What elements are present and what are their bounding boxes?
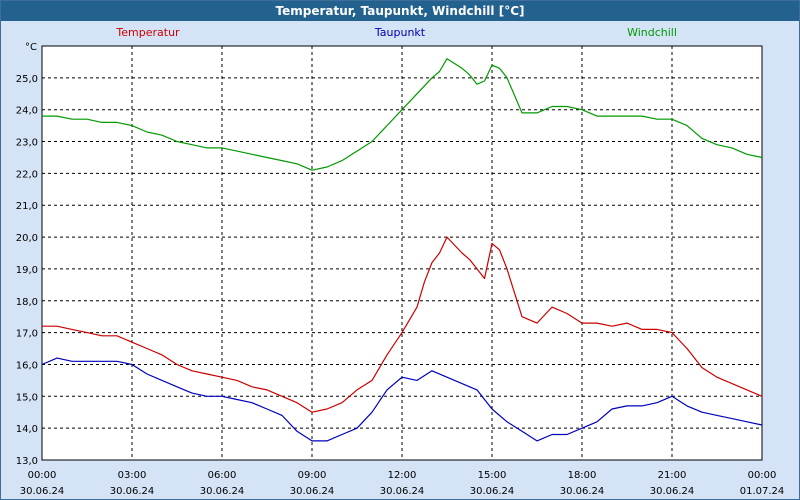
y-tick-label: 14,0 <box>16 424 38 435</box>
x-tick-time-label: 12:00 <box>388 470 417 481</box>
y-tick-label: 15,0 <box>16 392 38 403</box>
x-tick-date-label: 30.06.24 <box>470 486 515 497</box>
series-line-windchill <box>42 58 763 171</box>
y-axis-unit-label: °C <box>25 42 37 53</box>
grid-lines <box>42 46 762 460</box>
legend-taupunkt: Taupunkt <box>374 26 426 39</box>
y-tick-label: 19,0 <box>16 265 38 276</box>
y-tick-label: 16,0 <box>16 360 38 371</box>
series-line-taupunkt <box>41 357 763 442</box>
legend-temperatur: Temperatur <box>115 26 180 39</box>
axis-labels: 13,0 14,0 15,0 16,0 17,0 18,0 19,0 20,0 21,0 22,0… <box>16 74 785 497</box>
x-tick-time-label: 09:00 <box>298 470 327 481</box>
chart-title: Temperatur, Taupunkt, Windchill [°C] <box>1 1 799 21</box>
x-tick-time-label: 00:00 <box>28 470 57 481</box>
y-tick-label: 25,0 <box>16 74 38 85</box>
y-tick-label: 24,0 <box>16 106 38 117</box>
x-tick-date-label: 30.06.24 <box>20 486 65 497</box>
y-tick-label: 23,0 <box>16 138 38 149</box>
y-tick-label: 17,0 <box>16 329 38 340</box>
y-tick-label: 18,0 <box>16 297 38 308</box>
y-tick-label: 22,0 <box>16 169 38 180</box>
legend-windchill: Windchill <box>627 26 677 39</box>
x-tick-date-label: 01.07.24 <box>740 486 785 497</box>
y-tick-label: 20,0 <box>16 233 38 244</box>
x-tick-time-label: 15:00 <box>478 470 507 481</box>
x-tick-time-label: 21:00 <box>658 470 687 481</box>
y-tick-label: 13,0 <box>16 456 38 467</box>
x-tick-date-label: 30.06.24 <box>110 486 155 497</box>
x-tick-time-label: 18:00 <box>568 470 597 481</box>
x-tick-date-label: 30.06.24 <box>650 486 695 497</box>
x-tick-time-label: 00:00 <box>748 470 777 481</box>
series-lines <box>41 58 763 442</box>
x-tick-date-label: 30.06.24 <box>560 486 605 497</box>
x-tick-date-label: 30.06.24 <box>200 486 245 497</box>
x-tick-time-label: 03:00 <box>118 470 147 481</box>
x-tick-date-label: 30.06.24 <box>380 486 425 497</box>
x-tick-time-label: 06:00 <box>208 470 237 481</box>
x-tick-date-label: 30.06.24 <box>290 486 335 497</box>
y-tick-label: 21,0 <box>16 201 38 212</box>
series-line-temperatur <box>42 236 763 413</box>
